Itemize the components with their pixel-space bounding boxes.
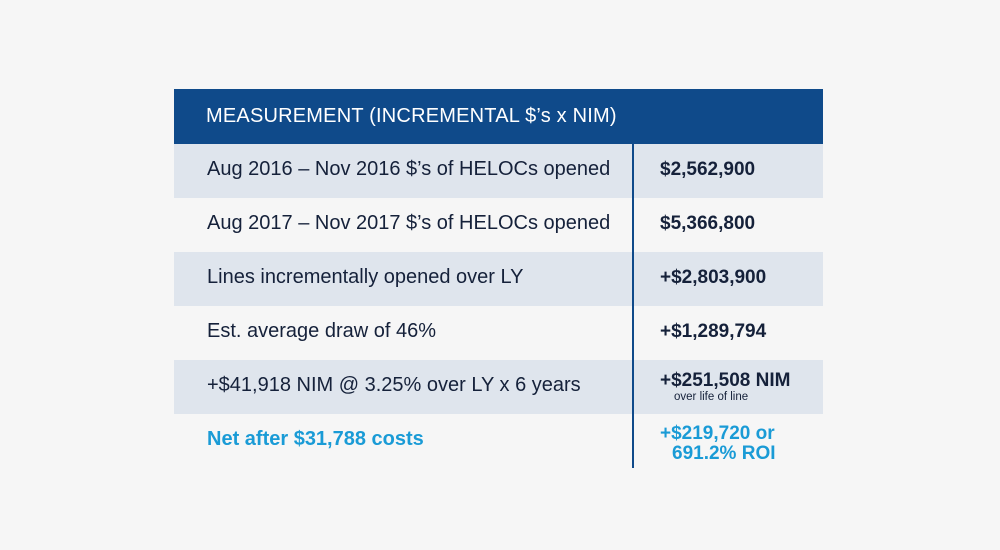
table-body: Aug 2016 – Nov 2016 $’s of HELOCs opened… [174,144,823,468]
total-value-roi: 691.2% ROI [672,443,776,464]
row-value-note: over life of line [674,390,749,403]
table-row: Lines incrementally opened over LY +$2,8… [174,252,823,306]
row-value-amount: +$251,508 NIM [660,369,791,391]
row-value: +$251,508 NIM over life of line [633,360,823,414]
row-value-amount: $5,366,800 [660,213,756,234]
row-value-amount: $2,562,900 [660,159,756,180]
table-row: Aug 2016 – Nov 2016 $’s of HELOCs opened… [174,144,823,198]
total-value: +$219,720 or 691.2% ROI [633,414,823,468]
total-value-amount: +$219,720 or [660,423,775,444]
row-value: $5,366,800 [633,198,823,252]
row-value-amount: +$2,803,900 [660,267,767,288]
row-label: Aug 2016 – Nov 2016 $’s of HELOCs opened [207,157,611,180]
row-value: $2,562,900 [633,144,823,198]
row-label: Est. average draw of 46% [207,319,437,342]
measurement-table: MEASUREMENT (INCREMENTAL $’s x NIM) Aug … [174,89,823,468]
row-value: +$2,803,900 [633,252,823,306]
table-header: MEASUREMENT (INCREMENTAL $’s x NIM) [174,89,823,144]
total-row: Net after $31,788 costs +$219,720 or 691… [174,414,823,468]
row-label: Aug 2017 – Nov 2017 $’s of HELOCs opened [207,211,611,234]
total-label: Net after $31,788 costs [207,428,424,450]
row-value: +$1,289,794 [633,306,823,360]
table-row: Aug 2017 – Nov 2017 $’s of HELOCs opened… [174,198,823,252]
column-divider [632,144,634,468]
table-row: +$41,918 NIM @ 3.25% over LY x 6 years +… [174,360,823,414]
table-row: Est. average draw of 46% +$1,289,794 [174,306,823,360]
row-value-amount: +$1,289,794 [660,321,767,342]
row-label: +$41,918 NIM @ 3.25% over LY x 6 years [207,373,581,396]
row-label: Lines incrementally opened over LY [207,265,524,288]
